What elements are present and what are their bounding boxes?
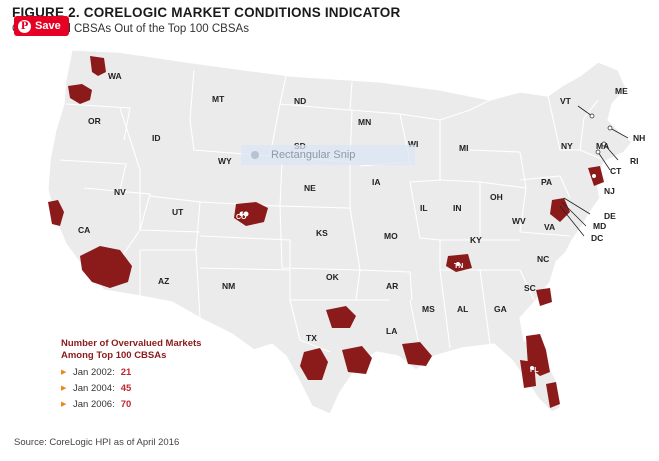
state-label-ok: OK — [326, 272, 340, 282]
legend-entry: ▶ Jan 2006: 70 — [61, 398, 231, 410]
state-label-sc: SC — [524, 283, 536, 293]
dc-baltimore-market — [550, 198, 570, 222]
seattle-market — [90, 56, 106, 76]
state-label-ct: CT — [610, 166, 622, 176]
northeast-leader-dots — [589, 113, 613, 155]
state-label-ca: CA — [78, 225, 90, 235]
legend-triangle-icon: ▶ — [61, 401, 67, 408]
state-label-wi: WI — [408, 139, 418, 149]
state-label-in: IN — [453, 203, 462, 213]
legend-entry-value: 21 — [120, 366, 132, 378]
la-riverside-market — [80, 246, 132, 288]
pinterest-icon: P — [18, 19, 31, 33]
state-label-oh: OH — [490, 192, 503, 202]
snip-icon — [251, 151, 259, 159]
northeast-leader-lines — [559, 105, 629, 237]
austin-market — [300, 348, 328, 380]
state-label-ia: IA — [372, 177, 381, 187]
portland-market — [68, 84, 92, 104]
miami-market — [546, 382, 560, 408]
state-label-vt: VT — [560, 96, 572, 106]
state-label-nm: NM — [222, 281, 235, 291]
state-label-nj: NJ — [604, 186, 615, 196]
state-label-mn: MN — [358, 117, 371, 127]
state-label-id: ID — [152, 133, 161, 143]
state-label-ri: RI — [630, 156, 639, 166]
dallas-market — [326, 306, 356, 328]
legend-entry: ▶ Jan 2004: 45 — [61, 382, 231, 394]
source-note: Source: CoreLogic HPI as of April 2016 — [14, 437, 180, 448]
legend-entry-label: Jan 2002: — [73, 366, 115, 378]
state-label-nd: ND — [294, 96, 306, 106]
figure-subtitle: Overvalued CBSAs Out of the Top 100 CBSA… — [12, 23, 249, 35]
state-label-wy: WY — [218, 156, 232, 166]
legend-entry-label: Jan 2004: — [73, 382, 115, 394]
state-label-me: ME — [615, 86, 628, 96]
city-markers — [238, 173, 597, 371]
state-label-pa: PA — [541, 177, 552, 187]
state-label-ny: NY — [561, 141, 573, 151]
state-label-nc: NC — [537, 254, 549, 264]
overvalued-markets — [48, 56, 604, 408]
sf-market — [48, 200, 64, 226]
legend-entry: ▶ Jan 2002: 21 — [61, 366, 231, 378]
state-label-va: VA — [544, 222, 555, 232]
legend-entry-value: 70 — [120, 398, 132, 410]
legend: Number of Overvalued Markets Among Top 1… — [61, 338, 231, 410]
state-label-tx: TX — [306, 333, 317, 343]
state-label-mo: MO — [384, 231, 398, 241]
state-label-md: MD — [593, 221, 606, 231]
state-label-or: OR — [88, 116, 101, 126]
state-label-ms: MS — [422, 304, 435, 314]
state-label-ne: NE — [304, 183, 316, 193]
state-label-ga: GA — [494, 304, 507, 314]
pinterest-save-label: Save — [35, 20, 61, 32]
rectangular-snip-overlay: Rectangular Snip — [241, 145, 415, 165]
pinterest-save-button[interactable]: P Save — [14, 16, 69, 36]
state-label-tn: TN — [454, 263, 463, 270]
state-label-nh: NH — [633, 133, 645, 143]
legend-triangle-icon: ▶ — [61, 369, 67, 376]
state-label-wv: WV — [512, 216, 526, 226]
state-label-al: AL — [457, 304, 468, 314]
state-label-ma: MA — [596, 141, 609, 151]
state-label-il: IL — [420, 203, 428, 213]
state-label-fl: FL — [530, 367, 539, 374]
state-label-de: DE — [604, 211, 616, 221]
new-orleans-market — [402, 342, 432, 366]
legend-triangle-icon: ▶ — [61, 385, 67, 392]
houston-market — [342, 346, 372, 374]
state-label-dc: DC — [591, 233, 603, 243]
state-label-co: CO — [236, 214, 247, 221]
state-label-la: LA — [386, 326, 397, 336]
legend-entry-label: Jan 2006: — [73, 398, 115, 410]
state-label-wa: WA — [108, 71, 122, 81]
state-label-ks: KS — [316, 228, 328, 238]
state-label-mt: MT — [212, 94, 225, 104]
state-label-ky: KY — [470, 235, 482, 245]
charleston-market — [536, 288, 552, 306]
figure-title: FIGURE 2. CORELOGIC MARKET CONDITIONS IN… — [12, 5, 401, 20]
state-label-ut: UT — [172, 207, 184, 217]
state-label-ar: AR — [386, 281, 398, 291]
state-label-az: AZ — [158, 276, 169, 286]
legend-title: Number of Overvalued Markets Among Top 1… — [61, 338, 202, 361]
legend-entry-value: 45 — [120, 382, 132, 394]
tampa-market — [520, 360, 536, 388]
state-label-nv: NV — [114, 187, 126, 197]
state-label-mi: MI — [459, 143, 468, 153]
snip-label: Rectangular Snip — [271, 149, 356, 161]
denver-market — [234, 202, 268, 226]
